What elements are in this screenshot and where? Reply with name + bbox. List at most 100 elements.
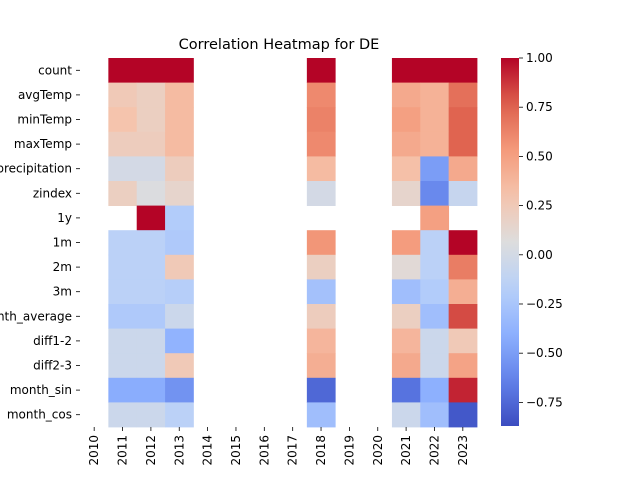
heatmap-cell — [108, 107, 138, 133]
y-tick-label: diff1-2 — [33, 334, 72, 348]
y-tick-label: maxTemp — [14, 137, 72, 151]
colorbar-tick-label: 0.00 — [526, 248, 553, 262]
heatmap-cell — [391, 353, 421, 379]
heatmap-cell — [108, 230, 138, 256]
y-tick-label: month_cos — [7, 408, 72, 422]
heatmap-cell — [136, 353, 166, 379]
heatmap-cell — [306, 402, 336, 428]
heatmap-cell — [420, 328, 450, 354]
heatmap-cell — [136, 279, 166, 305]
heatmap-cell — [306, 328, 336, 354]
x-tick-label: 2010 — [87, 435, 101, 466]
heatmap-cell — [136, 156, 166, 182]
heatmap-cell — [448, 304, 478, 329]
heatmap-cell — [165, 279, 194, 305]
heatmap-cell — [306, 181, 336, 206]
heatmap-cell — [448, 254, 478, 280]
heatmap-cell — [420, 107, 450, 133]
heatmap-cell — [420, 353, 450, 379]
heatmap-cell — [420, 131, 450, 157]
y-axis: count avgTemp minTemp maxTemp precipitation z… — [0, 63, 80, 422]
heatmap-cell — [165, 402, 194, 428]
heatmap-cell — [136, 254, 166, 280]
heatmap-cell — [306, 107, 336, 133]
heatmap-cell — [136, 230, 166, 256]
heatmap-cell — [391, 254, 421, 280]
heatmap-cell — [448, 181, 478, 206]
heatmap-cell — [391, 58, 421, 83]
colorbar-tick-label: −0.50 — [526, 346, 563, 360]
heatmap-cell — [165, 205, 194, 231]
y-tick-label: diff2-3 — [33, 359, 72, 373]
heatmap-cell — [391, 328, 421, 354]
heatmap-cell — [420, 254, 450, 280]
heatmap-cell — [108, 156, 138, 182]
heatmap-cell — [165, 82, 194, 108]
heatmap-cell — [108, 353, 138, 379]
y-tick-label: 1y — [57, 211, 72, 225]
y-tick-label: month_average — [0, 309, 72, 323]
heatmap-cell — [306, 304, 336, 329]
heatmap-cell — [165, 156, 194, 182]
heatmap-cell — [108, 279, 138, 305]
x-tick-label: 2020 — [371, 435, 385, 466]
heatmap-cell — [420, 377, 450, 403]
heatmap-cell — [108, 58, 138, 83]
heatmap-cell — [391, 107, 421, 133]
heatmap-cell — [420, 82, 450, 108]
heatmap-cell — [108, 181, 138, 206]
heatmap-cell — [136, 82, 166, 108]
heatmap-cell — [108, 82, 138, 108]
heatmap-cell — [306, 353, 336, 379]
heatmap-cell — [420, 181, 450, 206]
heatmap-cell — [136, 131, 166, 157]
heatmap-cell — [448, 328, 478, 354]
y-tick-label: 1m — [53, 236, 72, 250]
heatmap-cell — [391, 156, 421, 182]
heatmap-cell — [448, 58, 478, 83]
heatmap-cell — [306, 82, 336, 108]
y-tick-label: precipitation — [0, 162, 72, 176]
heatmap-cell — [136, 328, 166, 354]
heatmap-cell — [420, 304, 450, 329]
heatmap-cell — [136, 58, 166, 83]
heatmap-cell — [306, 156, 336, 182]
heatmap-cell — [306, 254, 336, 280]
heatmap-cell — [108, 402, 138, 428]
heatmap-cell — [165, 304, 194, 329]
colorbar-tick-label: 0.25 — [526, 199, 553, 213]
colorbar-tick-label: 1.00 — [526, 51, 553, 65]
heatmap-cell — [306, 131, 336, 157]
x-tick-label: 2011 — [116, 435, 130, 466]
colorbar: −0.75 −0.50 −0.25 0.00 0.25 0.50 0.75 1.00 — [501, 51, 563, 426]
heatmap-cell — [420, 230, 450, 256]
heatmap-cell — [136, 304, 166, 329]
heatmap-cell — [165, 230, 194, 256]
x-tick-label: 2017 — [286, 435, 300, 466]
x-tick-label: 2012 — [144, 435, 158, 466]
heatmap-cell — [448, 377, 478, 403]
y-tick-label: 3m — [53, 285, 72, 299]
colorbar-tick-label: 0.75 — [526, 100, 553, 114]
colorbar-tick-label: −0.25 — [526, 297, 563, 311]
heatmap-cell — [165, 131, 194, 157]
heatmap-cell — [165, 353, 194, 379]
heatmap-cell — [165, 377, 194, 403]
x-tick-label: 2016 — [257, 435, 271, 466]
heatmap-cell — [306, 377, 336, 403]
colorbar-tick-label: −0.75 — [526, 395, 563, 409]
heatmap-cell — [391, 279, 421, 305]
heatmap-cell — [420, 156, 450, 182]
chart-title: Correlation Heatmap for DE — [179, 37, 380, 53]
x-tick-label: 2022 — [427, 435, 441, 466]
heatmap-cell — [420, 58, 450, 83]
heatmap-cell — [448, 230, 478, 256]
heatmap-cell — [420, 279, 450, 305]
heatmap-cell — [136, 205, 166, 231]
heatmap-cell — [165, 107, 194, 133]
heatmap-cell — [420, 205, 450, 231]
heatmap-cell — [306, 279, 336, 305]
y-tick-label: avgTemp — [18, 88, 72, 102]
y-tick-label: zindex — [33, 186, 72, 200]
